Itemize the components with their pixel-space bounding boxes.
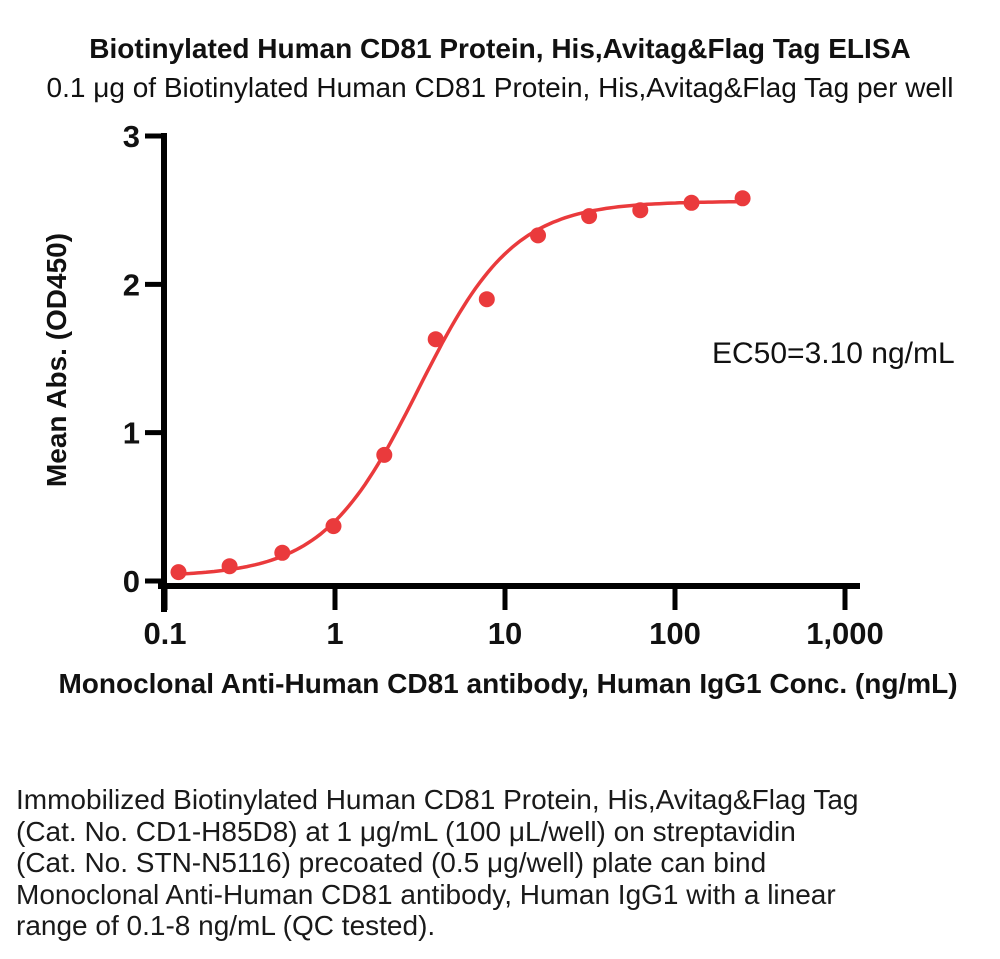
data-point: [683, 194, 700, 211]
y-tick-label: 3: [123, 119, 140, 154]
y-tick-label: 2: [123, 267, 140, 302]
y-axis-label: Mean Abs. (OD450): [41, 232, 72, 488]
chart-subtitle: 0.1 μg of Biotinylated Human CD81 Protei…: [46, 72, 954, 103]
description-line-5: range of 0.1-8 ng/mL (QC tested).: [16, 910, 436, 941]
data-point: [170, 564, 187, 581]
y-tick-label: 1: [123, 416, 140, 451]
data-point: [325, 518, 342, 535]
chart-title: Biotinylated Human CD81 Protein, His,Avi…: [89, 33, 911, 64]
description-line-3: (Cat. No. STN-N5116) precoated (0.5 μg/w…: [16, 847, 767, 878]
data-point: [274, 544, 291, 561]
x-tick-label: 100: [649, 616, 701, 651]
description-line-4: Monoclonal Anti-Human CD81 antibody, Hum…: [16, 878, 836, 910]
data-point: [734, 190, 751, 207]
description-line-1: Immobilized Biotinylated Human CD81 Prot…: [16, 784, 859, 815]
data-point: [427, 331, 444, 348]
description-text: Immobilized Biotinylated Human CD81 Prot…: [16, 784, 858, 942]
y-tick-label: 0: [123, 564, 140, 599]
ec50-annotation: EC50=3.10 ng/mL: [712, 337, 955, 370]
x-tick-label: 1: [326, 616, 343, 651]
data-point: [221, 558, 238, 575]
plot-area: 0 1 2 3 0.1 1 10 100 1,000: [123, 119, 884, 651]
data-point: [632, 202, 649, 219]
x-tick-label: 0.1: [143, 616, 186, 651]
data-point: [530, 227, 546, 244]
data-point: [376, 446, 393, 463]
data-point: [581, 208, 598, 225]
x-tick-label: 1,000: [806, 616, 884, 651]
data-point: [478, 291, 495, 308]
x-tick-label: 10: [488, 616, 522, 651]
description-line-2: (Cat. No. CD1-H85D8) at 1 μg/mL (100 μL/…: [16, 815, 796, 847]
fit-curve: [171, 199, 747, 577]
x-axis-label: Monoclonal Anti-Human CD81 antibody, Hum…: [58, 668, 958, 699]
